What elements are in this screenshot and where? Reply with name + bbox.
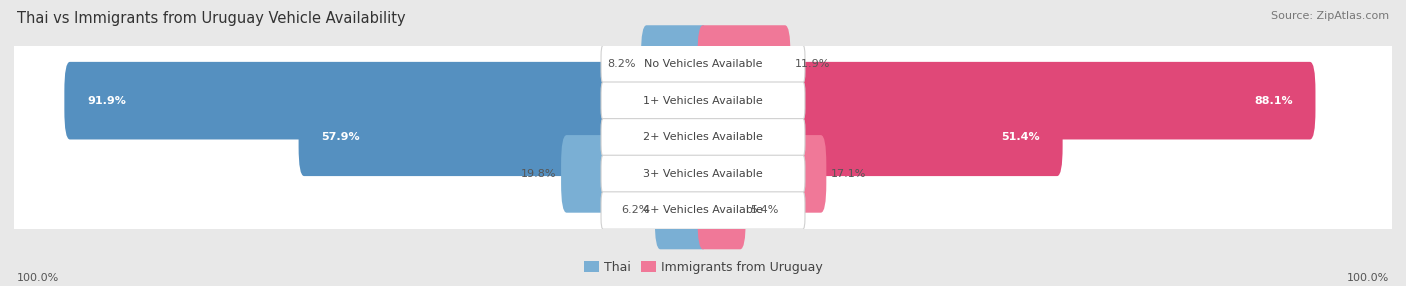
FancyBboxPatch shape bbox=[600, 119, 806, 156]
Text: 8.2%: 8.2% bbox=[607, 59, 636, 69]
Text: 5.4%: 5.4% bbox=[751, 206, 779, 215]
Text: 57.9%: 57.9% bbox=[322, 132, 360, 142]
FancyBboxPatch shape bbox=[65, 62, 709, 140]
FancyBboxPatch shape bbox=[600, 45, 806, 83]
FancyBboxPatch shape bbox=[13, 113, 1393, 162]
Text: 1+ Vehicles Available: 1+ Vehicles Available bbox=[643, 96, 763, 106]
Text: 11.9%: 11.9% bbox=[796, 59, 831, 69]
Text: 51.4%: 51.4% bbox=[1001, 132, 1040, 142]
Text: 100.0%: 100.0% bbox=[17, 273, 59, 283]
FancyBboxPatch shape bbox=[600, 155, 806, 192]
FancyBboxPatch shape bbox=[697, 135, 827, 213]
Text: 6.2%: 6.2% bbox=[621, 206, 650, 215]
FancyBboxPatch shape bbox=[13, 186, 1393, 235]
FancyBboxPatch shape bbox=[13, 150, 1393, 198]
Text: 100.0%: 100.0% bbox=[1347, 273, 1389, 283]
FancyBboxPatch shape bbox=[697, 172, 745, 249]
FancyBboxPatch shape bbox=[655, 172, 709, 249]
FancyBboxPatch shape bbox=[697, 98, 1063, 176]
FancyBboxPatch shape bbox=[600, 82, 806, 119]
Text: 17.1%: 17.1% bbox=[831, 169, 866, 179]
Text: 3+ Vehicles Available: 3+ Vehicles Available bbox=[643, 169, 763, 179]
FancyBboxPatch shape bbox=[13, 40, 1393, 88]
Text: No Vehicles Available: No Vehicles Available bbox=[644, 59, 762, 69]
FancyBboxPatch shape bbox=[697, 25, 790, 103]
FancyBboxPatch shape bbox=[561, 135, 709, 213]
FancyBboxPatch shape bbox=[298, 98, 709, 176]
Text: 4+ Vehicles Available: 4+ Vehicles Available bbox=[643, 206, 763, 215]
Text: 19.8%: 19.8% bbox=[520, 169, 557, 179]
Text: 91.9%: 91.9% bbox=[87, 96, 127, 106]
FancyBboxPatch shape bbox=[641, 25, 709, 103]
FancyBboxPatch shape bbox=[697, 62, 1316, 140]
Text: 88.1%: 88.1% bbox=[1254, 96, 1292, 106]
Text: Thai vs Immigrants from Uruguay Vehicle Availability: Thai vs Immigrants from Uruguay Vehicle … bbox=[17, 11, 405, 26]
Text: Source: ZipAtlas.com: Source: ZipAtlas.com bbox=[1271, 11, 1389, 21]
FancyBboxPatch shape bbox=[600, 192, 806, 229]
Text: 2+ Vehicles Available: 2+ Vehicles Available bbox=[643, 132, 763, 142]
Legend: Thai, Immigrants from Uruguay: Thai, Immigrants from Uruguay bbox=[583, 261, 823, 274]
FancyBboxPatch shape bbox=[13, 76, 1393, 125]
